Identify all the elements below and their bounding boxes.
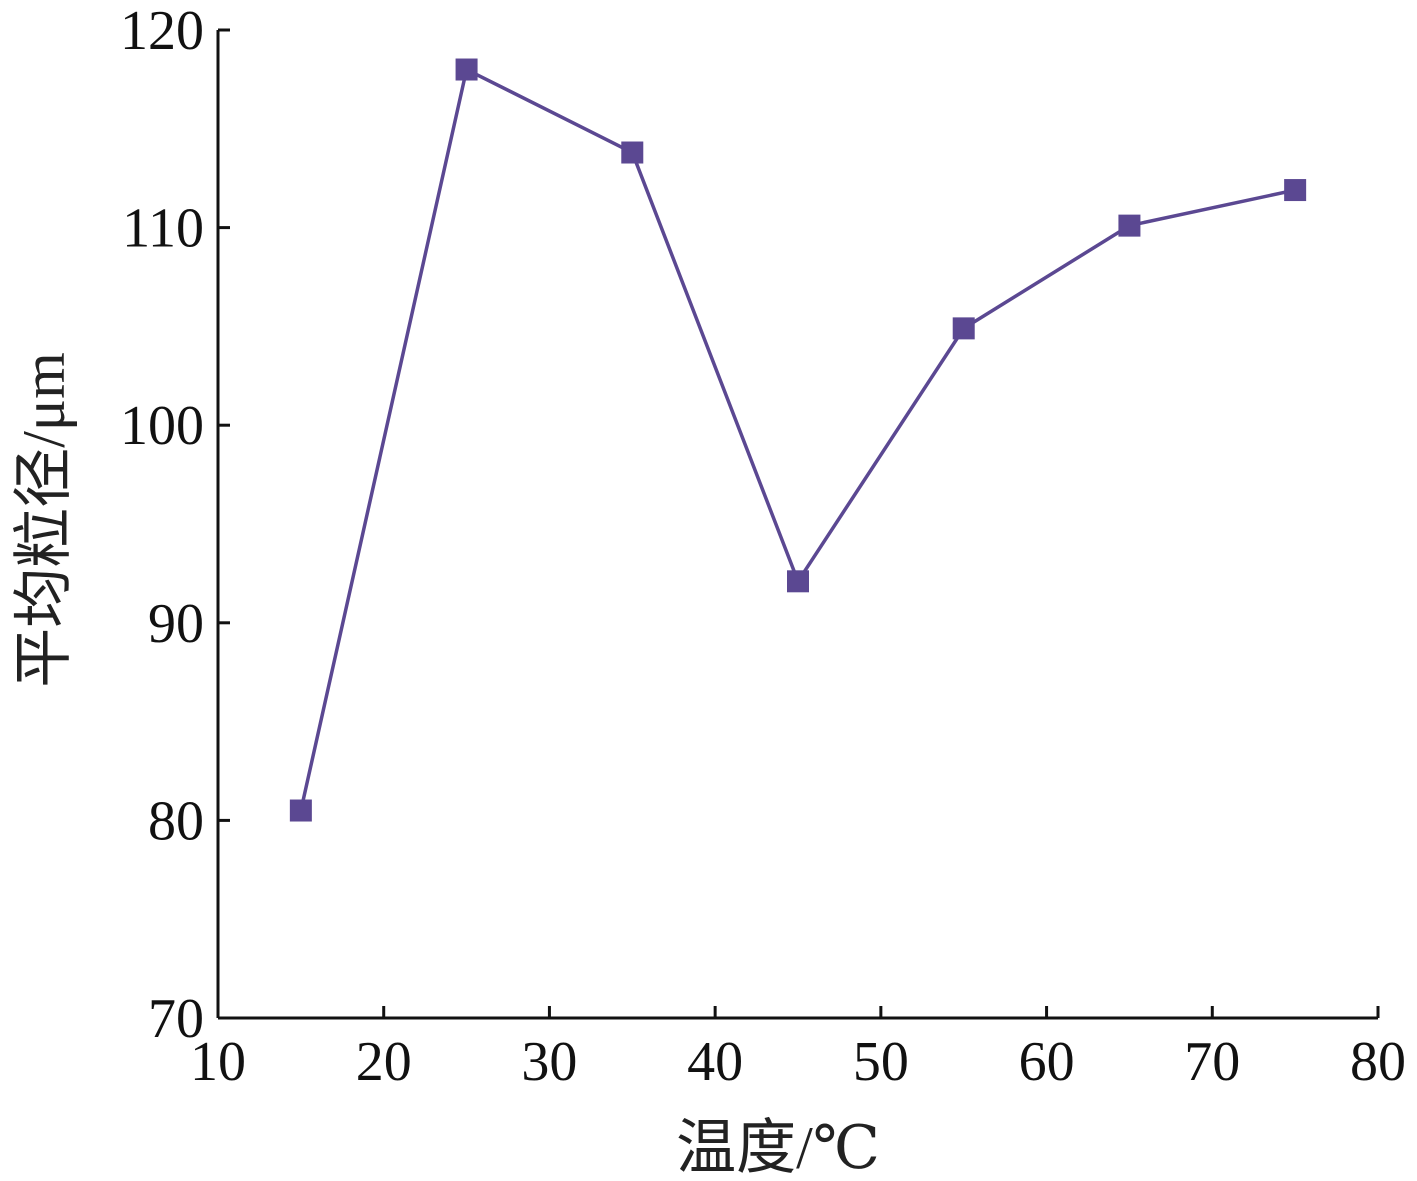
x-tick-label: 50 (853, 1031, 909, 1093)
x-tick-label: 40 (687, 1031, 743, 1093)
y-tick-label: 90 (148, 593, 204, 655)
x-axis-title: 温度/℃ (676, 1115, 880, 1181)
y-tick-label: 80 (148, 790, 204, 852)
y-axis-ticks: 70 80 90 100 110 120 (120, 0, 230, 1050)
y-tick-label: 120 (120, 0, 204, 62)
data-point-marker (1118, 214, 1141, 237)
data-point-marker (787, 570, 809, 593)
y-axis-title: 平均粒径/μm (11, 352, 77, 688)
axes (216, 30, 1378, 1020)
data-point-marker (621, 141, 644, 164)
x-tick-label: 10 (190, 1031, 246, 1093)
data-point-marker (289, 799, 312, 822)
x-tick-label: 70 (1184, 1031, 1240, 1093)
x-tick-label: 80 (1350, 1031, 1406, 1093)
y-tick-label: 70 (148, 988, 204, 1050)
data-point-marker (455, 58, 478, 81)
data-point-marker (952, 317, 975, 340)
data-point-marker (1284, 179, 1307, 202)
x-tick-label: 60 (1019, 1031, 1075, 1093)
y-tick-label: 100 (120, 395, 204, 457)
x-axis-ticks: 10 20 30 40 50 60 70 80 (190, 1006, 1406, 1093)
series-group (289, 58, 1307, 822)
series-line (299, 67, 1296, 811)
x-tick-label: 20 (356, 1031, 412, 1093)
y-tick-label: 110 (122, 198, 204, 260)
x-tick-label: 30 (521, 1031, 577, 1093)
